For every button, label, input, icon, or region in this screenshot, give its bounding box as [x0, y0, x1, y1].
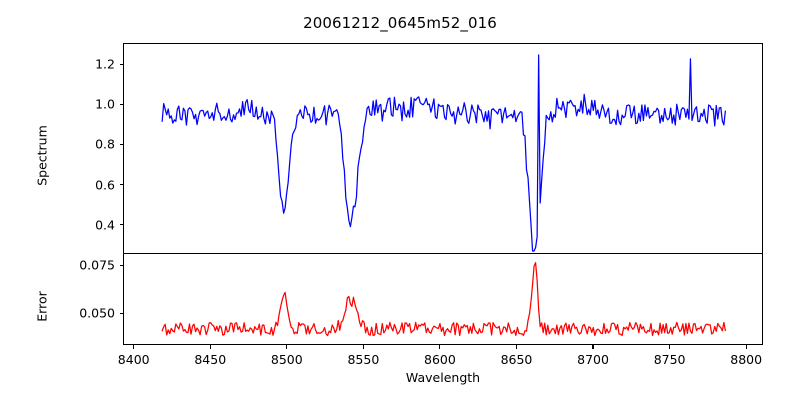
x-tick-label: 8550: [347, 352, 380, 367]
y-tick-label-error: 0.050: [79, 305, 115, 321]
y-axis-label-spectrum: Spectrum: [34, 125, 50, 186]
x-tick-label: 8750: [653, 352, 686, 367]
x-tick-mark: [592, 345, 594, 349]
x-tick-label: 8450: [194, 352, 227, 367]
y-tick-label-spectrum: 1.2: [95, 56, 115, 72]
page-title: 20061212_0645m52_016: [303, 14, 497, 32]
y-tick-mark-spectrum: [119, 103, 123, 105]
x-tick-mark: [439, 345, 441, 349]
x-tick-mark: [669, 345, 671, 349]
spectrum-trace: [124, 44, 762, 253]
x-tick-label: 8700: [577, 352, 609, 367]
x-tick-mark: [745, 345, 747, 349]
x-tick-mark: [286, 345, 288, 349]
x-tick-label: 8600: [424, 352, 456, 367]
y-tick-label-spectrum: 0.4: [95, 217, 115, 233]
y-tick-mark-spectrum: [119, 143, 123, 146]
x-tick-label: 8500: [270, 352, 303, 367]
y-tick-mark-spectrum: [119, 184, 123, 186]
x-tick-mark: [362, 345, 364, 349]
x-tick-label: 8800: [730, 352, 763, 367]
error-plot-panel: [123, 253, 763, 345]
x-tick-label: 8650: [500, 352, 533, 367]
error-trace: [124, 254, 762, 344]
x-tick-mark: [209, 345, 211, 349]
y-tick-mark-spectrum: [119, 224, 123, 226]
y-tick-mark-error: [119, 264, 123, 266]
y-tick-mark-spectrum: [119, 63, 123, 65]
y-tick-label-spectrum: 0.6: [95, 177, 115, 193]
y-tick-label-error: 0.075: [79, 257, 115, 273]
x-tick-label: 8400: [117, 352, 150, 367]
x-axis-label: Wavelength: [405, 370, 481, 385]
x-tick-mark: [133, 345, 135, 349]
x-tick-mark: [515, 345, 518, 349]
y-tick-mark-error: [119, 312, 123, 314]
y-tick-label-spectrum: 0.8: [95, 136, 115, 152]
spectrum-plot-panel: [123, 43, 763, 254]
y-tick-label-spectrum: 1.0: [95, 96, 115, 112]
